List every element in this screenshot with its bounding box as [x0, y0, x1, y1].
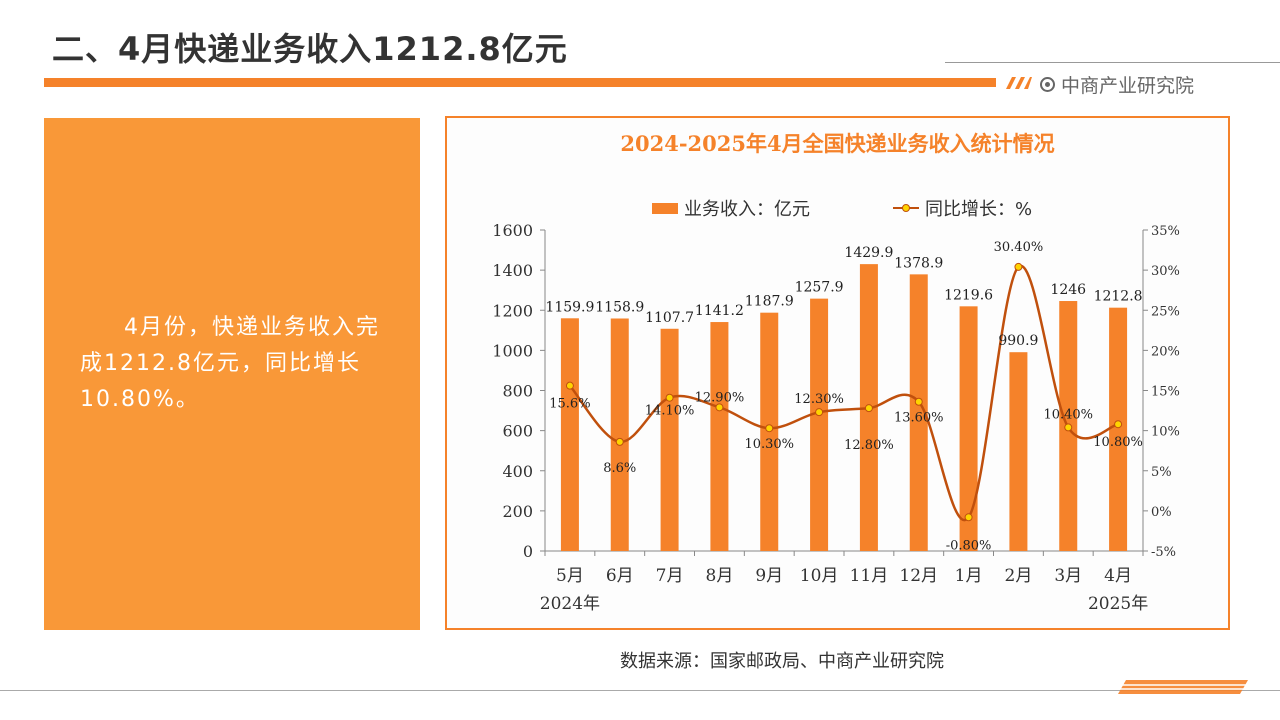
growth-data-label: 8.6%	[603, 461, 636, 476]
revenue-data-label: 1107.7	[645, 310, 694, 326]
growth-data-label: 10.40%	[1043, 407, 1093, 422]
growth-data-label: 12.80%	[844, 438, 894, 453]
growth-data-label: 10.30%	[744, 437, 794, 452]
growth-point	[1014, 262, 1023, 271]
revenue-bar	[560, 318, 579, 551]
y-tick-label: 1200	[492, 301, 533, 320]
revenue-bar	[610, 318, 629, 551]
decorative-stripes	[1006, 77, 1032, 89]
revenue-bar	[810, 298, 829, 551]
y-tick-label: 0	[523, 542, 533, 561]
y-tick-label: 1600	[492, 221, 533, 240]
growth-data-label: -0.80%	[946, 538, 992, 553]
x-tick-label: 6月	[606, 566, 634, 586]
x-tick-label: 12月	[899, 566, 938, 586]
growth-data-label: 13.60%	[894, 411, 944, 426]
title-underline-bar	[44, 78, 996, 87]
y2-tick-label: 25%	[1151, 304, 1180, 319]
growth-point	[815, 408, 824, 417]
x-tick-label: 5月	[556, 566, 584, 586]
year-label-start: 2024年	[540, 594, 600, 614]
revenue-data-label: 1246	[1050, 282, 1086, 298]
y2-tick-label: 5%	[1151, 465, 1172, 480]
growth-data-label: 14.10%	[645, 404, 695, 419]
growth-data-label: 12.30%	[794, 392, 844, 407]
footer-stripes	[1118, 680, 1248, 694]
growth-data-label: 12.90%	[695, 390, 745, 405]
y-tick-label: 600	[502, 422, 533, 441]
y-tick-label: 800	[502, 382, 533, 401]
revenue-data-label: 1219.6	[944, 287, 993, 303]
revenue-data-label: 990.9	[998, 333, 1038, 349]
revenue-data-label: 1429.9	[844, 245, 893, 261]
brand-name: 中商产业研究院	[1061, 75, 1195, 97]
legend-item-growth: 同比增长：%	[893, 196, 1032, 220]
summary-panel: 4月份，快递业务收入完成1212.8亿元，同比增长10.80%。	[44, 118, 420, 630]
y-tick-label: 400	[502, 462, 533, 481]
y2-tick-label: 20%	[1151, 344, 1180, 359]
y2-tick-label: 30%	[1151, 264, 1180, 279]
x-tick-label: 2月	[1005, 566, 1033, 586]
y2-tick-label: 15%	[1151, 385, 1180, 400]
revenue-data-label: 1378.9	[894, 255, 943, 271]
x-tick-label: 7月	[656, 566, 684, 586]
x-tick-label: 3月	[1054, 566, 1082, 586]
revenue-bar	[1009, 352, 1028, 551]
page-title: 二、4月快递业务收入1212.8亿元	[52, 30, 568, 68]
x-tick-label: 10月	[800, 566, 839, 586]
growth-data-label: 10.80%	[1093, 435, 1143, 450]
revenue-data-label: 1159.9	[545, 299, 594, 315]
legend-item-revenue: 业务收入：亿元	[652, 196, 810, 220]
y2-tick-label: 35%	[1151, 224, 1180, 239]
legend-bar-swatch	[652, 202, 678, 214]
data-source: 数据来源：国家邮政局、中商产业研究院	[620, 651, 944, 672]
x-tick-label: 11月	[850, 566, 889, 586]
y-tick-label: 1400	[492, 261, 533, 280]
growth-point	[565, 381, 574, 390]
x-tick-label: 8月	[706, 566, 734, 586]
summary-text: 4月份，快递业务收入完成1212.8亿元，同比增长10.80%。	[80, 315, 380, 412]
y2-tick-label: 10%	[1151, 425, 1180, 440]
growth-point	[914, 397, 923, 406]
growth-point	[765, 424, 774, 433]
x-tick-label: 4月	[1104, 566, 1132, 586]
revenue-bar	[660, 328, 679, 551]
revenue-data-label: 1212.8	[1094, 289, 1143, 305]
growth-point	[964, 513, 973, 522]
x-tick-label: 9月	[755, 566, 783, 586]
y-tick-label: 200	[502, 502, 533, 521]
growth-point	[615, 437, 624, 446]
footer-divider	[0, 690, 1280, 691]
brand-label: 中商产业研究院	[1040, 71, 1194, 98]
legend-growth-label: 同比增长：%	[925, 199, 1033, 220]
y2-tick-label: 0%	[1151, 505, 1172, 520]
growth-data-label: 30.40%	[994, 240, 1044, 255]
growth-point	[864, 404, 873, 413]
growth-point	[1114, 420, 1123, 429]
growth-point	[715, 403, 724, 412]
growth-data-label: 15.6%	[549, 397, 590, 412]
growth-point	[665, 393, 674, 402]
legend-revenue-label: 业务收入：亿元	[684, 199, 810, 220]
growth-point	[1064, 423, 1073, 432]
y-tick-label: 1000	[492, 341, 533, 360]
revenue-bar	[909, 274, 928, 551]
revenue-data-label: 1187.9	[745, 294, 794, 310]
legend-line-swatch	[893, 202, 919, 214]
chart-title: 2024-2025年4月全国快递业务收入统计情况	[620, 131, 1055, 156]
header-divider	[945, 62, 1280, 63]
revenue-bar	[710, 322, 729, 551]
x-tick-label: 1月	[955, 566, 983, 586]
revenue-data-label: 1141.2	[695, 303, 744, 319]
revenue-bar	[959, 306, 978, 551]
revenue-data-label: 1257.9	[795, 280, 844, 296]
revenue-bar	[1109, 307, 1128, 551]
target-icon	[1040, 77, 1055, 92]
revenue-data-label: 1158.9	[595, 299, 644, 315]
y2-tick-label: -5%	[1151, 545, 1176, 560]
year-label-end: 2025年	[1088, 594, 1148, 614]
growth-line	[568, 264, 1119, 522]
